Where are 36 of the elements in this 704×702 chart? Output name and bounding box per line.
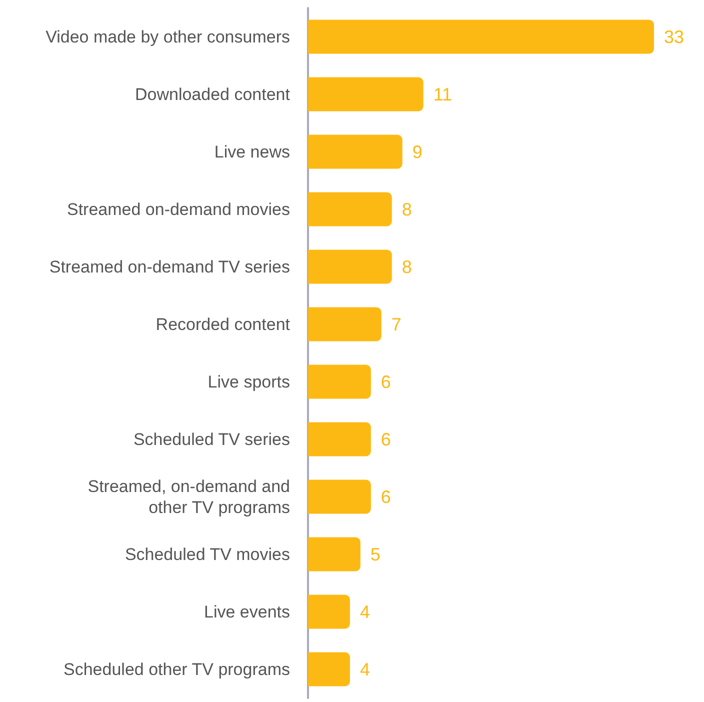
bar (308, 480, 371, 514)
bar (308, 652, 350, 686)
data-label: 4 (360, 659, 370, 680)
bar (308, 422, 371, 456)
data-label: 8 (402, 256, 412, 277)
data-label: 5 (370, 544, 380, 564)
bar (308, 250, 392, 284)
data-label: 8 (402, 199, 412, 220)
y-tick-label: Scheduled TV movies (124, 544, 290, 564)
bar (308, 134, 402, 169)
y-tick-label: Streamed on-demand TV series (49, 257, 290, 276)
y-tick-label: Live news (214, 142, 290, 162)
data-label: 6 (380, 486, 391, 507)
y-tick-label: Recorded content (156, 314, 290, 334)
y-tick-label: Live sports (208, 372, 290, 392)
bar (308, 364, 371, 399)
y-tick-label: Scheduled other TV programs (64, 660, 290, 679)
y-tick-label: Video made by other consumers (46, 27, 290, 46)
bar (308, 594, 350, 629)
bar (308, 20, 654, 54)
data-label: 11 (433, 84, 452, 104)
data-label: 9 (412, 142, 422, 162)
y-tick-label: Streamed, on-demand and other TV programs (88, 476, 290, 517)
data-label: 6 (380, 372, 391, 392)
bar (308, 537, 360, 572)
y-tick-label: Live events (204, 602, 290, 622)
y-tick-label: Scheduled TV series (133, 430, 290, 449)
bar (308, 307, 382, 342)
bar (308, 77, 424, 112)
bar (308, 192, 392, 226)
data-label: 4 (360, 602, 370, 622)
data-label: 33 (664, 26, 684, 47)
data-label: 6 (380, 429, 391, 450)
y-tick-label: Downloaded content (134, 84, 290, 104)
data-label: 7 (391, 314, 402, 334)
y-tick-label: Streamed on-demand movies (66, 200, 290, 219)
